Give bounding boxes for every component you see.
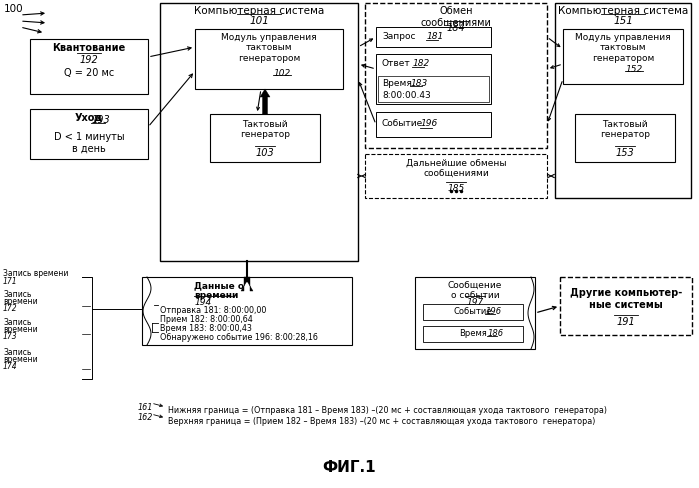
Text: Время 183: 8:00:00,43: Время 183: 8:00:00,43 <box>160 324 252 332</box>
Text: 161: 161 <box>138 402 153 411</box>
Bar <box>160 4 358 262</box>
Text: 100: 100 <box>4 4 24 14</box>
Text: 182: 182 <box>413 59 431 68</box>
Text: времени: времени <box>3 325 38 333</box>
Text: Время: Время <box>382 79 412 88</box>
Text: 183: 183 <box>411 79 428 88</box>
Bar <box>560 278 692 335</box>
Text: Запрос: Запрос <box>382 32 415 41</box>
Text: 103: 103 <box>256 148 275 158</box>
Bar <box>376 113 491 138</box>
Bar <box>575 115 675 163</box>
Text: 162: 162 <box>138 412 153 421</box>
Text: Данные о
времени: Данные о времени <box>194 281 244 300</box>
Bar <box>365 4 547 149</box>
Text: 196: 196 <box>486 306 502 315</box>
Text: Обнаружено событие 196: 8:00:28,16: Обнаружено событие 196: 8:00:28,16 <box>160 332 318 341</box>
Bar <box>376 55 491 105</box>
Text: Дальнейшие обмены
сообщениями: Дальнейшие обмены сообщениями <box>405 159 506 178</box>
Bar <box>563 30 683 85</box>
Text: Компьютерная система: Компьютерная система <box>558 6 688 16</box>
Text: 184: 184 <box>447 23 466 33</box>
Text: Верхняя граница = (Прием 182 – Время 183) –(20 мс + составляющая ухода тактового: Верхняя граница = (Прием 182 – Время 183… <box>168 416 596 425</box>
Bar <box>415 278 535 349</box>
Text: 101: 101 <box>249 16 269 26</box>
Text: ФИГ.1: ФИГ.1 <box>323 459 376 474</box>
Text: 174: 174 <box>3 361 17 370</box>
Text: Время: Время <box>459 328 487 337</box>
Text: Сообщение
о событии: Сообщение о событии <box>448 281 502 300</box>
Text: Тактовый
генератор: Тактовый генератор <box>240 120 290 139</box>
Text: Нижняя граница = (Отправка 181 – Время 183) –(20 мс + составляющая ухода тактово: Нижняя граница = (Отправка 181 – Время 1… <box>168 405 607 414</box>
Text: 196: 196 <box>421 119 438 128</box>
Text: Событие: Событие <box>382 119 424 128</box>
Text: 197: 197 <box>466 297 484 306</box>
Text: 173: 173 <box>3 331 17 340</box>
Text: 8:00:00.43: 8:00:00.43 <box>382 91 431 100</box>
Text: Прием 182: 8:00:00,64: Прием 182: 8:00:00,64 <box>160 314 253 324</box>
Text: Уход: Уход <box>75 113 103 123</box>
Text: 171: 171 <box>3 276 17 285</box>
Text: Отправка 181: 8:00:00,00: Отправка 181: 8:00:00,00 <box>160 305 266 314</box>
Polygon shape <box>260 90 270 115</box>
Text: 191: 191 <box>617 316 635 326</box>
Text: Обмен
сообщениями: Обмен сообщениями <box>421 6 491 27</box>
Text: Компьютерная система: Компьютерная система <box>194 6 324 16</box>
Bar <box>195 30 343 90</box>
Text: 181: 181 <box>427 32 445 41</box>
Text: 153: 153 <box>616 148 635 158</box>
Text: 185: 185 <box>447 183 465 193</box>
Text: Запись: Запись <box>3 317 31 326</box>
Text: Запись времени: Запись времени <box>3 268 69 278</box>
Text: 172: 172 <box>3 304 17 312</box>
Bar <box>378 77 489 103</box>
Bar <box>423 326 523 342</box>
Text: 193: 193 <box>92 115 110 125</box>
Text: 186: 186 <box>488 328 504 337</box>
Bar <box>142 278 352 346</box>
Bar <box>423 305 523 320</box>
Text: D < 1 минуты
в день: D < 1 минуты в день <box>54 132 124 153</box>
Text: Запись: Запись <box>3 289 31 298</box>
Bar <box>376 28 491 48</box>
Text: 152: 152 <box>626 65 643 74</box>
Bar <box>365 155 547 199</box>
Text: Событие: Событие <box>454 306 492 315</box>
Text: времени: времени <box>3 354 38 363</box>
Bar <box>555 4 691 199</box>
Text: Запись: Запись <box>3 347 31 356</box>
Text: Ответ: Ответ <box>382 59 411 68</box>
Text: Квантование: Квантование <box>52 43 126 53</box>
Text: Q = 20 мс: Q = 20 мс <box>64 68 114 78</box>
Bar <box>210 115 320 163</box>
Bar <box>30 110 148 160</box>
Text: времени: времени <box>3 296 38 305</box>
Text: Другие компьютер-
ные системы: Другие компьютер- ные системы <box>570 287 682 309</box>
Text: 194: 194 <box>195 297 212 306</box>
Text: 102: 102 <box>274 69 291 78</box>
Text: 192: 192 <box>80 55 99 65</box>
Text: Модуль управления
тактовым
генератором: Модуль управления тактовым генератором <box>221 33 317 62</box>
Polygon shape <box>241 278 253 291</box>
Text: 151: 151 <box>613 16 633 26</box>
Text: Модуль управления
тактовым
генератором: Модуль управления тактовым генератором <box>575 33 671 62</box>
Bar <box>30 40 148 95</box>
Text: Тактовый
генератор: Тактовый генератор <box>600 120 650 139</box>
